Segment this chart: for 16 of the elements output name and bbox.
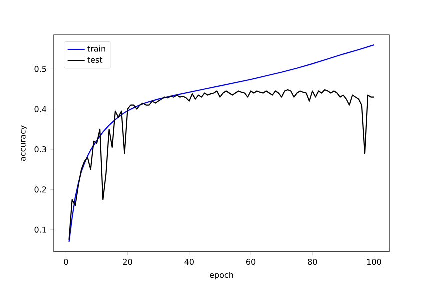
- x-tick-label: 20: [123, 259, 132, 266]
- x-tick-label: 0: [64, 259, 68, 266]
- y-axis-title: accuracy: [21, 126, 28, 162]
- x-tick-label: 80: [308, 259, 318, 266]
- y-tick-label: 0.3: [34, 146, 46, 153]
- x-tick-label: 40: [184, 259, 194, 266]
- y-tick-label: 0.1: [34, 226, 46, 233]
- legend-label: train: [88, 46, 106, 52]
- line-series: [68, 90, 375, 240]
- legend-label: test: [88, 57, 103, 64]
- x-tick-label: 60: [246, 259, 256, 266]
- y-tick-label: 0.5: [34, 66, 46, 72]
- x-tick-label: 100: [367, 259, 382, 266]
- x-axis-title: epoch: [210, 272, 234, 280]
- y-tick-label: 0.2: [34, 186, 46, 193]
- y-tick-label: 0.4: [34, 106, 47, 112]
